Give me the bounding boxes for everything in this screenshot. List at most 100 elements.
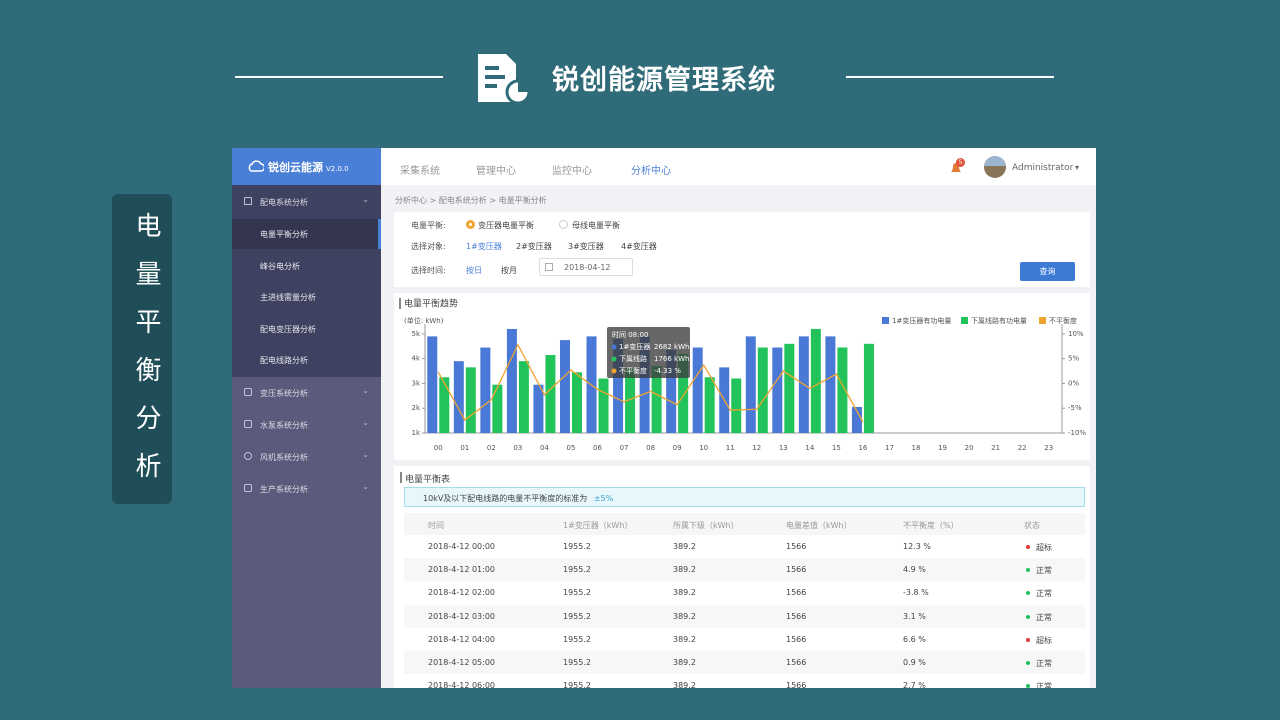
bar <box>598 378 609 433</box>
tooltip-value: 1766 kWh <box>654 355 689 363</box>
bar <box>427 336 438 433</box>
menu-group[interactable]: 配电系统分析 ⌄ <box>232 195 381 208</box>
nav-item[interactable]: 采集系统 <box>400 166 440 177</box>
bar <box>453 361 464 433</box>
table-cell: 1566 <box>786 611 807 621</box>
date-input[interactable]: 2018-04-12 <box>539 258 633 276</box>
divider <box>235 76 443 78</box>
column-header: 1#变压器（kWh） <box>563 521 633 530</box>
bar <box>571 372 582 433</box>
menu-group-label: 生产系统分析 <box>260 485 308 494</box>
nav-item[interactable]: 分析中心 <box>631 166 671 177</box>
x-tick-label: 08 <box>646 444 655 452</box>
radio[interactable] <box>559 220 568 229</box>
divider <box>846 76 1054 78</box>
menu-group-label: 水泵系统分析 <box>260 421 308 430</box>
filter-option[interactable]: 2#变压器 <box>516 242 552 251</box>
legend-label: 1#变压器有功电量 <box>892 316 951 325</box>
table-cell: 4.9 % <box>903 565 926 575</box>
status-text: 正常 <box>1036 589 1052 599</box>
query-button[interactable]: 查询 <box>1020 262 1075 281</box>
table-row <box>404 535 1085 558</box>
filter-label: 电量平衡: <box>411 221 446 230</box>
x-tick-label: 22 <box>1018 444 1027 452</box>
y2-tick-label: -5% <box>1068 404 1082 412</box>
column-header: 不平衡度（%） <box>903 521 959 530</box>
nav-item[interactable]: 管理中心 <box>476 166 516 177</box>
table-row <box>404 581 1085 605</box>
breadcrumb: 分析中心 > 配电系统分析 > 电量平衡分析 <box>395 196 547 205</box>
radio[interactable] <box>466 220 475 229</box>
table-cell: 389.2 <box>673 658 696 667</box>
table-cell: 6.6 % <box>903 634 926 644</box>
table-cell: 3.1 % <box>903 611 926 621</box>
menu-item[interactable]: 电量平衡分析 <box>232 219 381 249</box>
x-tick-label: 06 <box>593 444 602 452</box>
x-tick-label: 02 <box>487 444 496 452</box>
filter-option[interactable]: 按日 <box>466 266 482 275</box>
table-cell: 2018-4-12 00:00 <box>428 542 495 551</box>
y2-tick-label: -10% <box>1068 429 1086 437</box>
logo-bar: 锐创云能源 V2.0.0 <box>232 148 381 185</box>
table-cell: 389.2 <box>673 681 696 688</box>
bar <box>506 328 517 433</box>
header-icon <box>478 54 531 104</box>
user-name[interactable]: Administrator <box>1012 163 1074 173</box>
status-dot <box>1026 591 1030 596</box>
x-tick-label: 01 <box>460 444 469 452</box>
menu-group-label: 配电系统分析 <box>260 198 308 207</box>
nav-item[interactable]: 监控中心 <box>552 166 592 177</box>
y2-tick-label: 5% <box>1068 355 1079 363</box>
menu-item[interactable]: 峰谷电分析 <box>260 262 300 271</box>
filter-option[interactable]: 1#变压器 <box>466 242 502 251</box>
table-cell: 389.2 <box>673 565 696 575</box>
submenu-area <box>232 185 381 377</box>
tooltip <box>607 327 690 378</box>
menu-group[interactable]: 变压系统分析 ⌄ <box>232 386 381 399</box>
filter-option[interactable]: 4#变压器 <box>621 242 657 251</box>
notice: 10kV及以下配电线路的电量不平衡度的标准为 ±5% <box>404 487 1085 507</box>
side-label-box: 电量平衡分析 <box>112 194 172 504</box>
calendar-icon <box>545 263 553 271</box>
bar <box>851 406 862 433</box>
filter-label: 选择时间: <box>411 266 446 275</box>
table-cell: 389.2 <box>673 588 696 598</box>
bar <box>545 354 556 433</box>
table-cell: 1566 <box>786 542 807 551</box>
x-tick-label: 11 <box>726 444 735 452</box>
x-tick-label: 12 <box>752 444 761 452</box>
table-cell: 389.2 <box>673 634 696 644</box>
table-cell: 2018-4-12 05:00 <box>428 658 495 667</box>
menu-group[interactable]: 生产系统分析 ⌄ <box>232 482 381 495</box>
logo-icon <box>248 160 264 172</box>
x-tick-label: 23 <box>1044 444 1053 452</box>
radio-label[interactable]: 变压器电量平衡 <box>478 221 534 230</box>
status-text: 超标 <box>1036 635 1052 645</box>
menu-group[interactable]: 风机系统分析 ⌄ <box>232 450 381 463</box>
table-cell: 1566 <box>786 565 807 575</box>
filter-option[interactable]: 3#变压器 <box>568 242 604 251</box>
filter-option[interactable]: 按月 <box>501 266 517 275</box>
avatar[interactable] <box>984 156 1006 178</box>
table-cell: 1566 <box>786 634 807 644</box>
status-text: 正常 <box>1036 612 1052 622</box>
bar <box>704 377 715 433</box>
menu-item[interactable]: 配电变压器分析 <box>260 325 316 334</box>
status-text: 超标 <box>1036 543 1052 552</box>
column-header[interactable]: 状态 <box>1024 521 1040 530</box>
y2-tick-label: 10% <box>1068 330 1084 338</box>
menu-item[interactable]: 主进线需量分析 <box>260 293 316 302</box>
filter-panel: 电量平衡: 变压器电量平衡 母线电量平衡 选择对象: 1#变压器 2#变压器 3… <box>394 212 1090 287</box>
status-dot <box>1026 661 1030 665</box>
tooltip-dot <box>611 356 617 362</box>
menu-item[interactable]: 配电线路分析 <box>260 356 308 365</box>
tooltip-value: -4.33 % <box>654 367 681 375</box>
dropdown-arrow[interactable]: ▾ <box>1075 163 1080 172</box>
bar <box>666 350 677 433</box>
radio-label[interactable]: 母线电量平衡 <box>572 221 620 230</box>
table-row <box>404 627 1085 651</box>
menu-group[interactable]: 水泵系统分析 ⌄ <box>232 418 381 431</box>
bar <box>439 377 450 433</box>
y-tick-label: 5k <box>411 330 420 338</box>
